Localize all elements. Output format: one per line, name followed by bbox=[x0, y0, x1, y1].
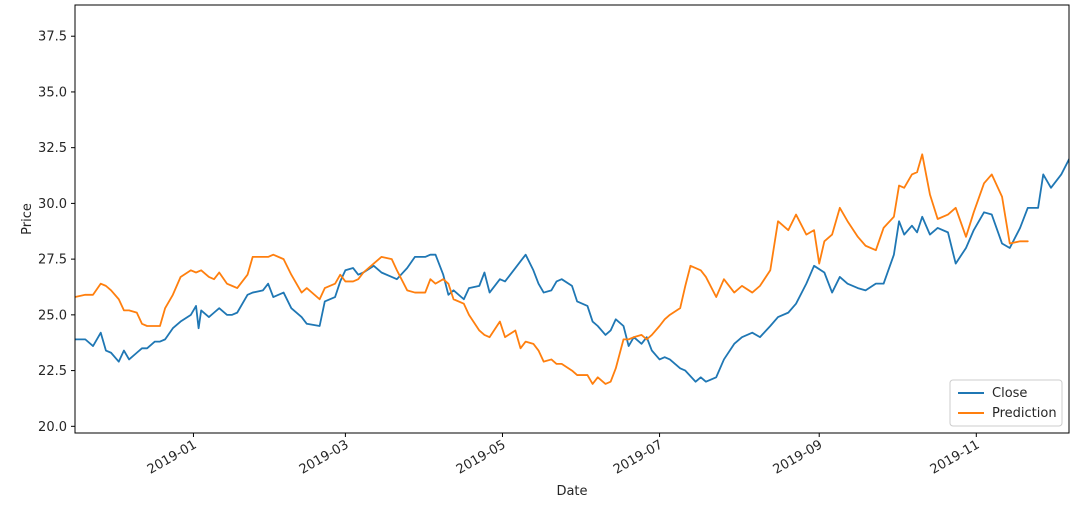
y-tick-label: 22.5 bbox=[38, 364, 67, 379]
series-layer bbox=[75, 153, 1069, 385]
legend-label-prediction: Prediction bbox=[992, 406, 1057, 421]
y-tick-label: 20.0 bbox=[38, 420, 67, 435]
y-tick-label: 37.5 bbox=[38, 30, 67, 45]
series-line-prediction-1 bbox=[75, 153, 1029, 385]
x-axis-label: Date bbox=[556, 484, 587, 499]
y-tick-label: 30.0 bbox=[38, 197, 67, 212]
legend: Close Prediction bbox=[949, 379, 1063, 427]
y-axis-label: Price bbox=[20, 203, 35, 235]
series-line-close bbox=[75, 157, 1069, 383]
plot-frame bbox=[74, 4, 1070, 434]
y-tick-label: 27.5 bbox=[38, 253, 67, 268]
y-tick-label: 25.0 bbox=[38, 308, 67, 323]
legend-box bbox=[949, 379, 1063, 427]
y-axis: 20.0 22.5 25.0 27.5 30.0 32.5 35.0 37.5 bbox=[38, 30, 75, 435]
y-tick-label: 35.0 bbox=[38, 85, 67, 100]
legend-label-close: Close bbox=[992, 386, 1027, 401]
y-tick-label: 32.5 bbox=[38, 141, 67, 156]
plot-area bbox=[74, 4, 1070, 434]
